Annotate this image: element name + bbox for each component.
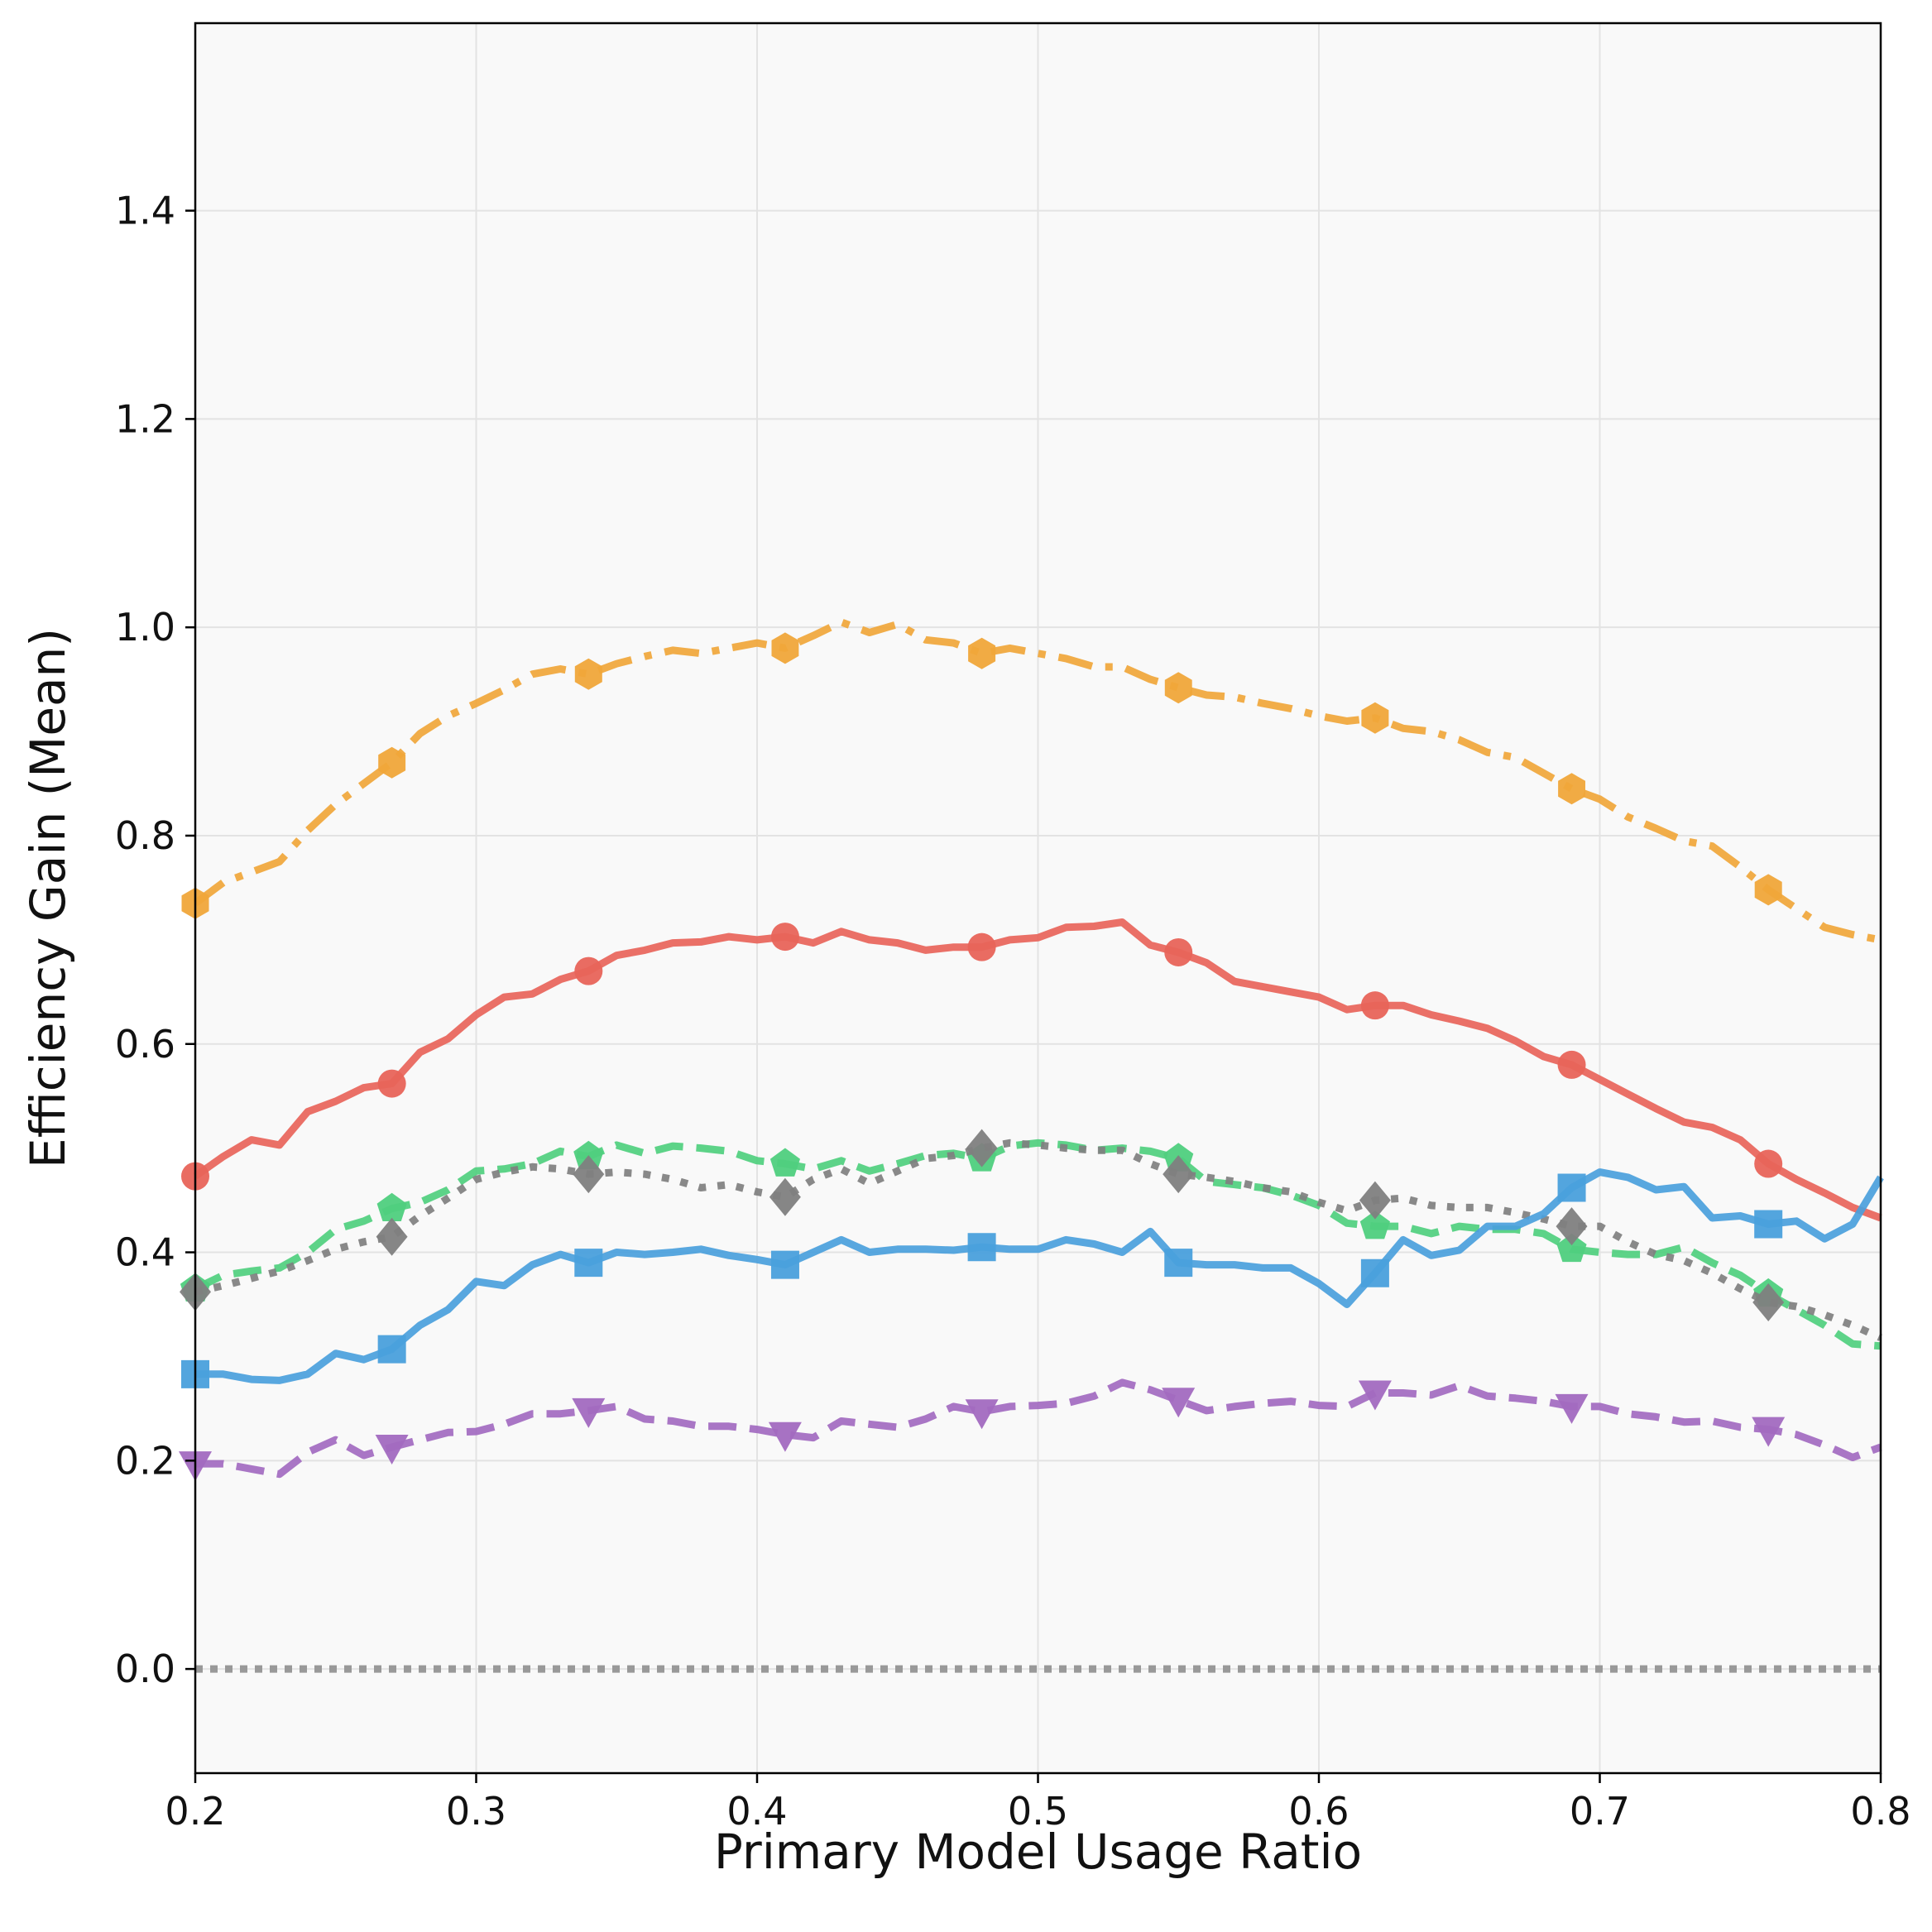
- series-blue-marker: [1754, 1210, 1783, 1239]
- series-green-marker: [1556, 1233, 1587, 1263]
- series-orange: [181, 618, 1882, 944]
- series-blue-marker: [967, 1233, 996, 1262]
- series-orange-marker: [574, 658, 602, 690]
- series-purple-marker: [1162, 1388, 1196, 1418]
- series-gray-marker: [1556, 1207, 1588, 1246]
- series-green-marker: [376, 1192, 407, 1221]
- y-tick-label: 1.0: [115, 605, 175, 650]
- x-tick-label: 0.2: [165, 1789, 225, 1834]
- y-tick-label: 0.4: [115, 1230, 175, 1275]
- x-tick-label: 0.4: [726, 1789, 787, 1834]
- y-tick-label: 0.6: [115, 1022, 175, 1067]
- series-gray-marker: [376, 1217, 408, 1256]
- series-green-line: [194, 1139, 1882, 1350]
- series-orange-marker: [378, 746, 406, 779]
- series-blue-marker: [1557, 1173, 1586, 1202]
- x-tick-label: 0.5: [1008, 1789, 1068, 1834]
- series-orange-marker: [1361, 702, 1389, 734]
- series-purple-line: [195, 1378, 1882, 1479]
- series-purple: [179, 1378, 1882, 1482]
- series-red-marker: [1754, 1149, 1783, 1178]
- series-orange-line: [193, 618, 1882, 944]
- x-tick-label: 0.7: [1570, 1789, 1630, 1834]
- y-tick-label: 1.4: [115, 189, 175, 233]
- series-green-marker: [769, 1148, 800, 1177]
- series-gray-marker: [573, 1155, 605, 1194]
- series-gray-marker: [1752, 1283, 1785, 1321]
- series-purple-marker: [1555, 1393, 1589, 1424]
- series-blue: [181, 1168, 1884, 1388]
- y-tick-label: 0.8: [115, 813, 175, 858]
- series-red: [181, 918, 1882, 1222]
- series-red-marker: [1164, 937, 1193, 966]
- series-orange-marker: [968, 637, 996, 669]
- x-tick-label: 0.3: [446, 1789, 506, 1834]
- series-red-line: [193, 918, 1882, 1222]
- series-green-marker: [573, 1140, 604, 1170]
- y-axis-title: Efficiency Gain (Mean): [20, 628, 76, 1168]
- series-red-marker: [1360, 991, 1389, 1020]
- series-gray-marker: [769, 1177, 801, 1216]
- series-purple-marker: [1358, 1380, 1392, 1411]
- series-purple-marker: [768, 1421, 802, 1452]
- series-blue-marker: [770, 1250, 799, 1279]
- series-gray-marker: [1359, 1181, 1391, 1220]
- series-red-marker: [1557, 1050, 1586, 1079]
- series-green-marker: [1359, 1210, 1390, 1239]
- series-red-marker: [574, 956, 603, 985]
- series-orange-marker: [1164, 672, 1192, 704]
- series-blue-marker: [1360, 1258, 1389, 1287]
- series-red-marker: [967, 932, 996, 961]
- series-gray-marker: [1163, 1155, 1195, 1194]
- series-layer: [179, 618, 1884, 1482]
- y-tick-label: 1.2: [115, 396, 175, 441]
- series-blue-marker: [1164, 1249, 1193, 1278]
- series-gray: [180, 1129, 1882, 1341]
- series-red-marker: [770, 923, 799, 952]
- series-orange-marker: [1558, 773, 1585, 805]
- series-blue-marker: [377, 1335, 406, 1364]
- x-tick-label: 0.6: [1288, 1789, 1349, 1834]
- series-purple-marker: [965, 1399, 999, 1430]
- series-purple-marker: [375, 1435, 409, 1465]
- x-tick-label: 0.8: [1850, 1789, 1910, 1834]
- series-blue-marker: [574, 1249, 603, 1278]
- series-gray-line: [194, 1139, 1882, 1341]
- y-tick-label: 0.0: [115, 1647, 175, 1691]
- series-gray-marker: [966, 1129, 998, 1167]
- series-orange-marker: [771, 632, 799, 664]
- series-blue-line: [195, 1168, 1884, 1384]
- series-purple-marker: [1752, 1417, 1786, 1447]
- series-red-marker: [377, 1069, 406, 1098]
- axis-ticks: 0.2 0.3 0.4 0.5 0.6 0.7 0.8 0.0 0.2 0.4 0.6 0.8 1.0 1…: [115, 189, 1911, 1834]
- series-orange-marker: [1754, 874, 1782, 906]
- y-tick-label: 0.2: [115, 1438, 175, 1483]
- x-axis-title: Primary Model Usage Ratio: [714, 1824, 1362, 1880]
- series-purple-marker: [572, 1397, 606, 1428]
